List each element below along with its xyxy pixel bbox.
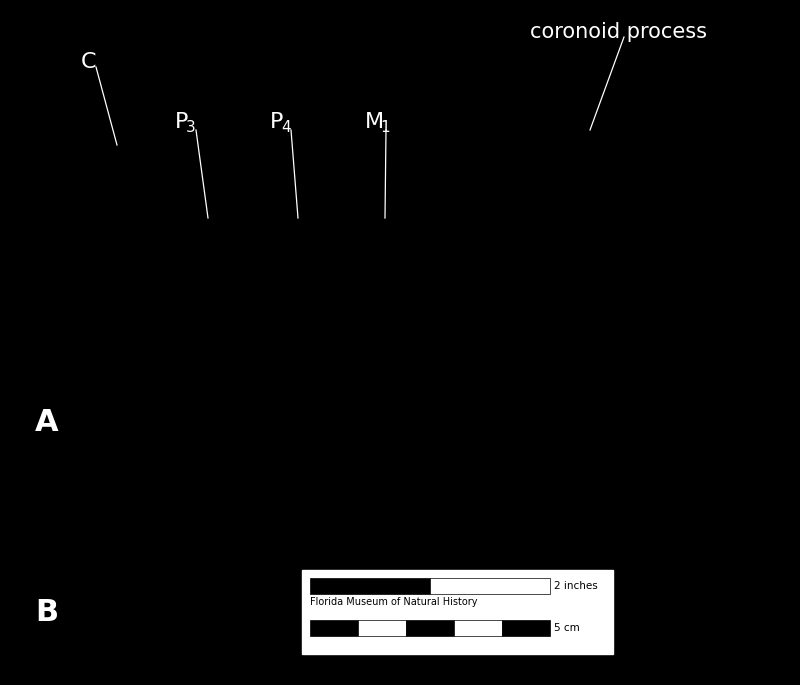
Text: P: P: [175, 112, 188, 132]
Text: C: C: [80, 52, 96, 72]
Bar: [502, 620, 550, 636]
Bar: [302, 570, 613, 654]
Bar: [454, 620, 502, 636]
Text: Florida Museum of Natural History: Florida Museum of Natural History: [310, 597, 478, 607]
Bar: [310, 578, 430, 594]
Text: 4: 4: [281, 120, 290, 135]
Text: A: A: [35, 408, 58, 437]
Text: M: M: [365, 112, 384, 132]
Text: B: B: [35, 598, 58, 627]
Bar: [406, 620, 454, 636]
Text: coronoid process: coronoid process: [530, 22, 707, 42]
Text: P: P: [270, 112, 283, 132]
Bar: [310, 620, 358, 636]
Text: 3: 3: [186, 120, 196, 135]
Text: 5 cm: 5 cm: [554, 623, 580, 633]
Text: 1: 1: [380, 120, 390, 135]
Text: 2 inches: 2 inches: [554, 581, 598, 591]
Bar: [358, 620, 406, 636]
Bar: [430, 578, 550, 594]
